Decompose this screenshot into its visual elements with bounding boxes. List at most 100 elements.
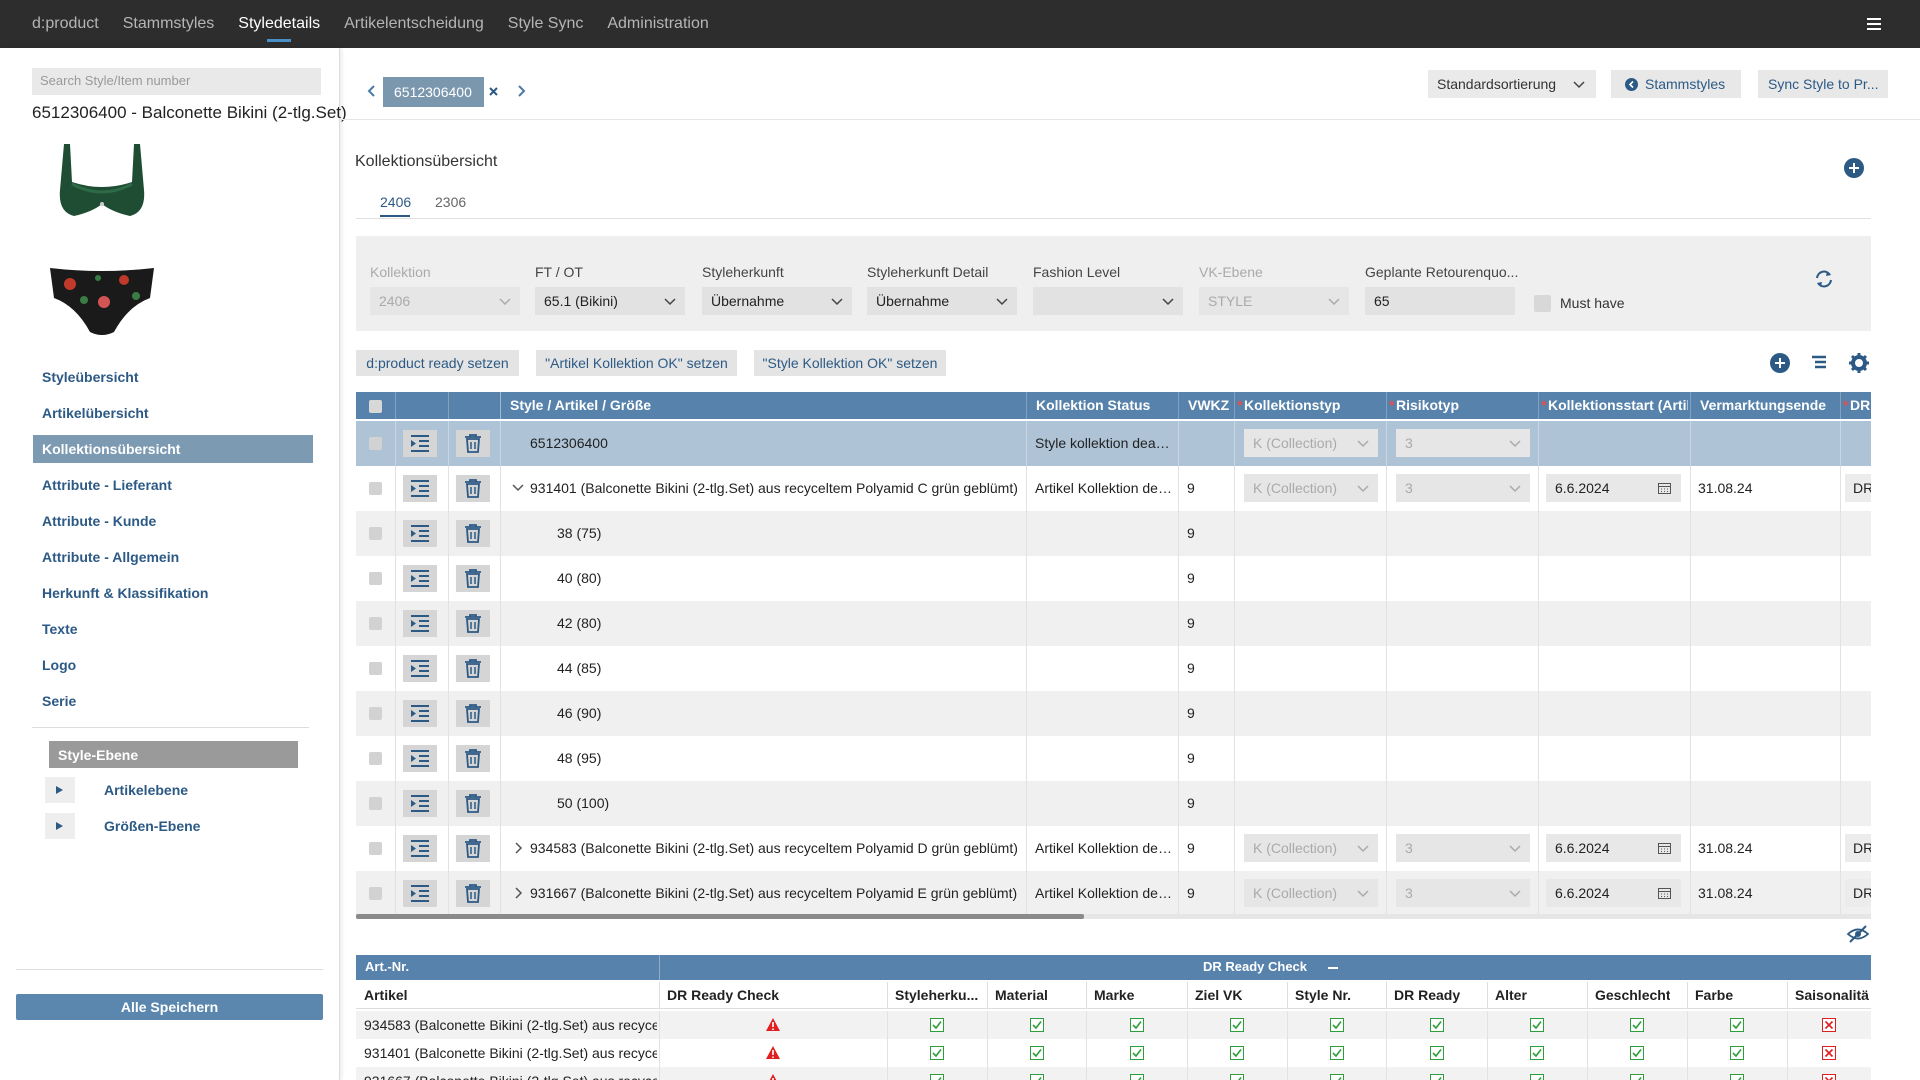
row-checkbox[interactable]: [369, 707, 382, 720]
top-nav-item[interactable]: Style Sync: [507, 15, 584, 32]
header-checkbox[interactable]: [369, 400, 382, 413]
check-column-label[interactable]: DR Ready Check: [667, 987, 780, 1003]
table-row[interactable]: 42 (80) 9: [356, 601, 1871, 646]
filter-select[interactable]: Übernahme: [702, 287, 852, 315]
menu-icon[interactable]: [1867, 18, 1881, 30]
sidebar-link[interactable]: Attribute - Allgemein: [42, 549, 180, 565]
filter-select[interactable]: 65.1 (Bikini): [535, 287, 685, 315]
hide-icon[interactable]: [1846, 925, 1870, 943]
close-tab[interactable]: [489, 87, 498, 96]
date-input[interactable]: 6.6.2024: [1546, 879, 1681, 907]
expander[interactable]: [512, 484, 524, 492]
check-column-label[interactable]: Marke: [1094, 987, 1135, 1003]
action-button[interactable]: "Artikel Kollektion OK" setzen: [536, 350, 737, 376]
delete-button[interactable]: [456, 475, 490, 502]
sidebar-link[interactable]: Kollektionsübersicht: [42, 441, 181, 457]
move-button[interactable]: [403, 655, 437, 682]
date-input[interactable]: 6.6.2024: [1546, 474, 1681, 502]
header-label[interactable]: Kollektion Status: [1036, 397, 1151, 413]
row-checkbox[interactable]: [369, 572, 382, 585]
move-button[interactable]: [403, 745, 437, 772]
delete-button[interactable]: [456, 790, 490, 817]
delete-button[interactable]: [456, 745, 490, 772]
move-button[interactable]: [403, 700, 437, 727]
delete-button[interactable]: [456, 700, 490, 727]
check-column-label[interactable]: Material: [995, 987, 1048, 1003]
level-link[interactable]: Artikelebene: [104, 782, 189, 798]
dr-select[interactable]: DR (: [1845, 879, 1871, 907]
header-label[interactable]: VWKZ: [1188, 397, 1230, 413]
add-circle[interactable]: [1844, 158, 1864, 178]
check-column-label[interactable]: Ziel VK: [1195, 987, 1243, 1003]
sidebar-link[interactable]: Attribute - Lieferant: [42, 477, 172, 493]
table-row[interactable]: 6512306400 Style kollektion dea… K (Collec…: [356, 421, 1871, 466]
refresh-icon[interactable]: [1814, 269, 1834, 289]
move-button[interactable]: [403, 790, 437, 817]
sidebar-link[interactable]: Artikelübersicht: [42, 405, 149, 421]
check-column-label[interactable]: DR Ready: [1394, 987, 1461, 1003]
row-checkbox[interactable]: [369, 797, 382, 810]
table-row[interactable]: 931667 (Balconette Bikini (2-tlg.Set) au…: [356, 871, 1871, 916]
scroll-thumb[interactable]: [356, 914, 1084, 919]
move-button[interactable]: [403, 565, 437, 592]
open-tab[interactable]: 6512306400: [383, 77, 484, 107]
action-button[interactable]: d:product ready setzen: [356, 350, 519, 376]
check-column-label[interactable]: Saisonalität: [1795, 987, 1869, 1003]
toolbar-button[interactable]: Stammstyles: [1611, 70, 1741, 98]
expander[interactable]: [515, 842, 523, 854]
move-button[interactable]: [403, 520, 437, 547]
delete-button[interactable]: [456, 610, 490, 637]
delete-button[interactable]: [456, 520, 490, 547]
search-input[interactable]: Search Style/Item number: [32, 68, 321, 95]
dr-select[interactable]: DR (: [1845, 474, 1871, 502]
move-button[interactable]: [403, 430, 437, 457]
row-checkbox[interactable]: [369, 662, 382, 675]
must-have-checkbox[interactable]: [1534, 295, 1551, 312]
check-column-label[interactable]: Artikel: [364, 987, 408, 1003]
top-nav-item[interactable]: Artikelentscheidung: [344, 15, 484, 32]
sidebar-link[interactable]: Texte: [42, 621, 78, 637]
check-column-label[interactable]: Styleherku...: [895, 987, 979, 1003]
sidebar-link[interactable]: Logo: [42, 657, 77, 673]
prev-arrow[interactable]: [367, 85, 375, 97]
table-row[interactable]: 40 (80) 9: [356, 556, 1871, 601]
filter-select[interactable]: [1033, 287, 1183, 315]
delete-button[interactable]: [456, 430, 490, 457]
table-row[interactable]: 38 (75) 9: [356, 511, 1871, 556]
check-column-label[interactable]: Farbe: [1695, 987, 1734, 1003]
delete-button[interactable]: [456, 565, 490, 592]
sidebar-link[interactable]: Herkunft & Klassifikation: [42, 585, 209, 601]
top-nav-item[interactable]: d:product: [32, 15, 99, 32]
top-nav-item[interactable]: Stammstyles: [122, 15, 215, 32]
row-checkbox[interactable]: [369, 617, 382, 630]
header-label[interactable]: Style / Artikel / Größe: [510, 397, 652, 413]
row-checkbox[interactable]: [369, 527, 382, 540]
toolbar-button[interactable]: Sync Style to Pr...: [1758, 70, 1888, 98]
table-row[interactable]: 50 (100) 9: [356, 781, 1871, 826]
header-label[interactable]: DR: [1850, 397, 1871, 413]
add-row-icon[interactable]: [1770, 353, 1790, 373]
delete-button[interactable]: [456, 880, 490, 907]
dr-select[interactable]: DR (: [1845, 834, 1871, 862]
next-arrow[interactable]: [518, 85, 526, 97]
section-tab[interactable]: 2306: [435, 194, 467, 210]
sidebar-link[interactable]: Attribute - Kunde: [42, 513, 157, 529]
expander[interactable]: [515, 887, 523, 899]
tree-icon[interactable]: [1812, 355, 1828, 371]
top-nav-item[interactable]: Administration: [607, 15, 709, 32]
table-row[interactable]: 934583 (Balconette Bikini (2-tlg.Set) au…: [356, 826, 1871, 871]
move-button[interactable]: [403, 880, 437, 907]
table-row[interactable]: 48 (95) 9: [356, 736, 1871, 781]
sidebar-link[interactable]: Serie: [42, 693, 77, 709]
header-label[interactable]: Risikotyp: [1396, 397, 1460, 413]
top-nav-item[interactable]: Styledetails: [238, 0, 320, 48]
move-button[interactable]: [403, 610, 437, 637]
section-tab[interactable]: 2406: [380, 194, 412, 210]
sort-select[interactable]: Standardsortierung: [1428, 70, 1596, 98]
delete-button[interactable]: [456, 835, 490, 862]
check-column-label[interactable]: Style Nr.: [1295, 987, 1352, 1003]
sidebar-link[interactable]: Styleübersicht: [42, 369, 139, 385]
settings-icon[interactable]: [1849, 353, 1869, 373]
row-checkbox[interactable]: [369, 437, 382, 450]
level-expand-button[interactable]: [45, 777, 75, 803]
